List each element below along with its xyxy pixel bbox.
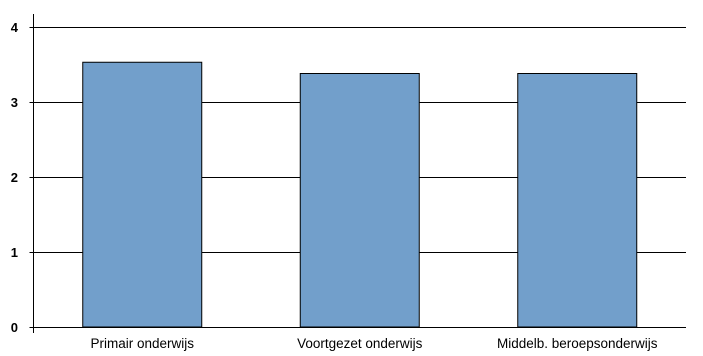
bar-1 [299, 73, 420, 328]
y-tick-label-2: 2 [11, 170, 18, 185]
bar-2 [517, 73, 638, 328]
x-tick-label-1: Voortgezet onderwijs [297, 336, 423, 351]
y-tick-label-3: 3 [11, 95, 18, 110]
x-tick-label-2: Middelb. beroepsonderwijs [497, 336, 658, 351]
y-tick-label-1: 1 [11, 245, 18, 260]
bar-0 [82, 61, 203, 328]
y-tick-labels: 0 1 2 3 4 [11, 20, 19, 335]
x-tick-label-0: Primair onderwijs [90, 336, 194, 351]
x-tick-labels: Primair onderwijs Voortgezet onderwijs Mid… [90, 336, 657, 351]
bars [82, 61, 638, 328]
y-tick-label-0: 0 [11, 320, 18, 335]
y-tick-label-4: 4 [11, 20, 19, 35]
